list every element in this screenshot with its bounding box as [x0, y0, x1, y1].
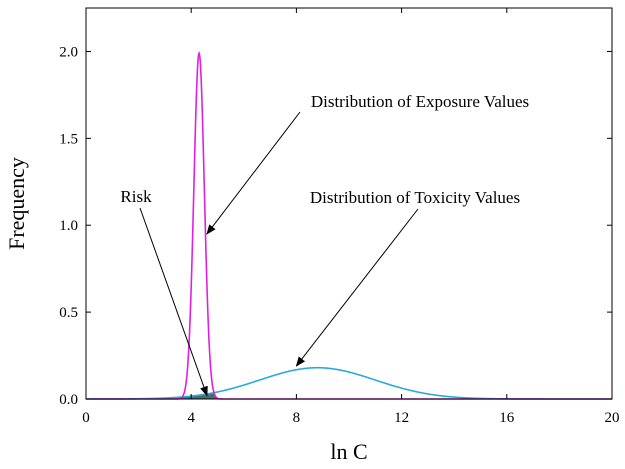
y-tick-label: 1.5 — [59, 131, 78, 147]
y-axis-title: Frequency — [4, 157, 29, 250]
x-tick-label: 8 — [293, 410, 301, 426]
x-tick-label: 4 — [187, 410, 195, 426]
x-tick-label: 0 — [82, 410, 90, 426]
x-axis-title: ln C — [330, 439, 367, 464]
annotation-label: Distribution of Exposure Values — [311, 92, 529, 111]
annotation-arrow — [139, 207, 208, 397]
y-tick-label: 0.5 — [59, 305, 78, 321]
annotation-arrow — [295, 208, 419, 367]
x-tick-label: 20 — [605, 410, 620, 426]
annotation-label: Risk — [120, 187, 152, 206]
x-tick-label: 12 — [394, 410, 409, 426]
y-tick-label: 0.0 — [59, 392, 78, 408]
x-tick-label: 16 — [499, 410, 515, 426]
annotation-arrow — [206, 111, 301, 235]
plot-frame — [85, 7, 613, 400]
y-tick-label: 1.0 — [59, 218, 78, 234]
toxicity-distribution-line — [86, 366, 612, 400]
y-tick-label: 2.0 — [59, 44, 78, 60]
annotation-label: Distribution of Toxicity Values — [310, 188, 520, 207]
